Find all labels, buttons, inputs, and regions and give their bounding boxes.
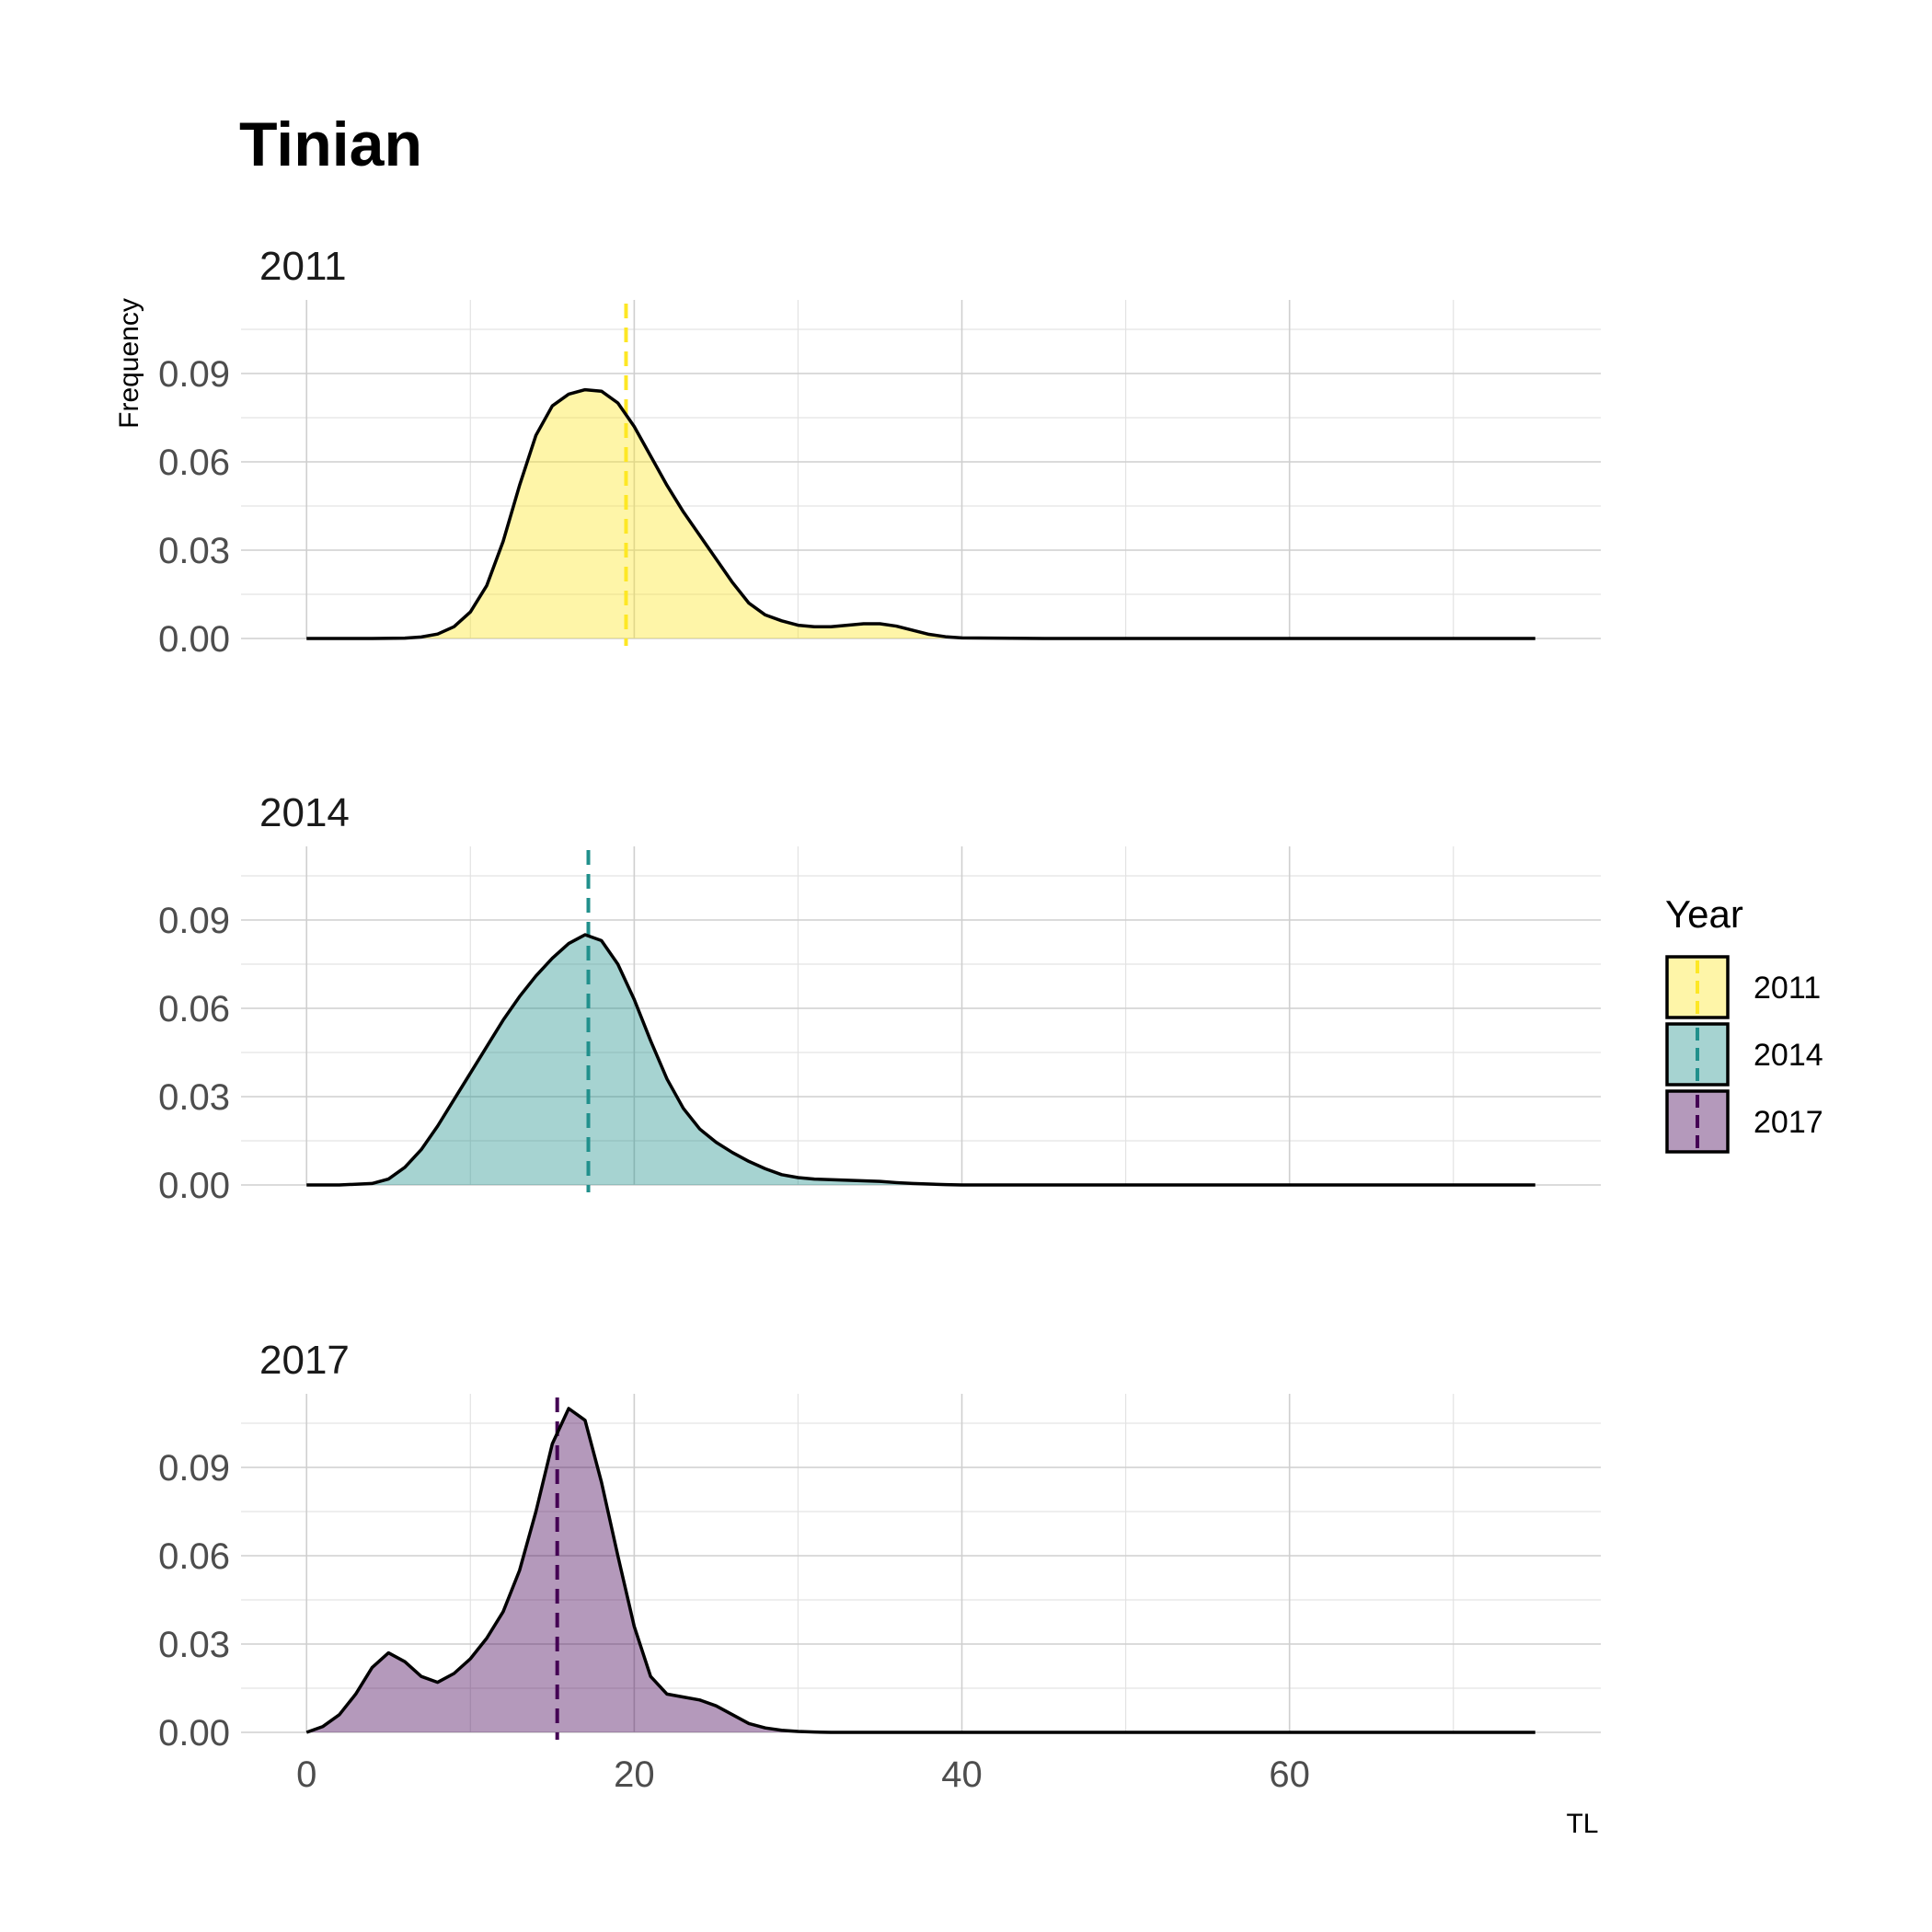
legend-item-2017: 2017 (1665, 1089, 1823, 1154)
y-tick-label: 0.03 (158, 531, 230, 571)
y-tick-label: 0.03 (158, 1077, 230, 1118)
y-tick-label: 0.09 (158, 901, 230, 941)
chart-title: Tinian (239, 109, 422, 179)
density-area-2011 (306, 389, 1535, 638)
y-tick-label: 0.00 (158, 1713, 230, 1754)
y-tick-label: 0.03 (158, 1625, 230, 1665)
facet-panels: 2011 0.00 0.03 0.06 0.09 2014 0.00 0.03 0.06 0.09… (158, 244, 1601, 1754)
x-axis: 0 20 40 60 (296, 1754, 1310, 1795)
facet-label-2014: 2014 (259, 790, 350, 835)
legend-title: Year (1665, 892, 1743, 936)
legend: Year 2011 2014 2017 (1665, 892, 1823, 1154)
legend-item-2014: 2014 (1665, 1022, 1823, 1087)
y-tick-label: 0.09 (158, 354, 230, 395)
density-outline-2014 (306, 933, 1535, 1187)
facet-label-2011: 2011 (259, 244, 347, 289)
y-tick-label: 0.00 (158, 619, 230, 660)
y-tick-label: 0.06 (158, 989, 230, 1029)
x-axis-title: TL (1566, 1809, 1598, 1839)
legend-item-2011: 2011 (1665, 955, 1821, 1019)
density-area-2017 (306, 1409, 1535, 1732)
facet-panel-2011: 2011 0.00 0.03 0.06 0.09 (158, 244, 1601, 660)
legend-label-2014: 2014 (1754, 1038, 1823, 1073)
y-tick-label: 0.06 (158, 1536, 230, 1577)
y-tick-label: 0.06 (158, 443, 230, 483)
x-tick-label: 40 (941, 1754, 983, 1795)
x-tick-label: 60 (1269, 1754, 1310, 1795)
density-outline-2011 (306, 387, 1535, 640)
facet-panel-2014: 2014 0.00 0.03 0.06 0.09 (158, 790, 1601, 1206)
legend-label-2017: 2017 (1754, 1105, 1823, 1140)
density-area-2014 (306, 935, 1535, 1185)
x-tick-label: 0 (296, 1754, 316, 1795)
facet-label-2017: 2017 (259, 1338, 350, 1383)
y-tick-label: 0.00 (158, 1166, 230, 1206)
facet-panel-2017: 2017 0.00 0.03 0.06 0.09 (158, 1338, 1601, 1754)
legend-label-2011: 2011 (1754, 971, 1821, 1006)
x-tick-label: 20 (614, 1754, 655, 1795)
density-outline-2017 (305, 1407, 1535, 1734)
y-axis-title: Frequency (114, 298, 144, 429)
y-tick-label: 0.09 (158, 1448, 230, 1489)
